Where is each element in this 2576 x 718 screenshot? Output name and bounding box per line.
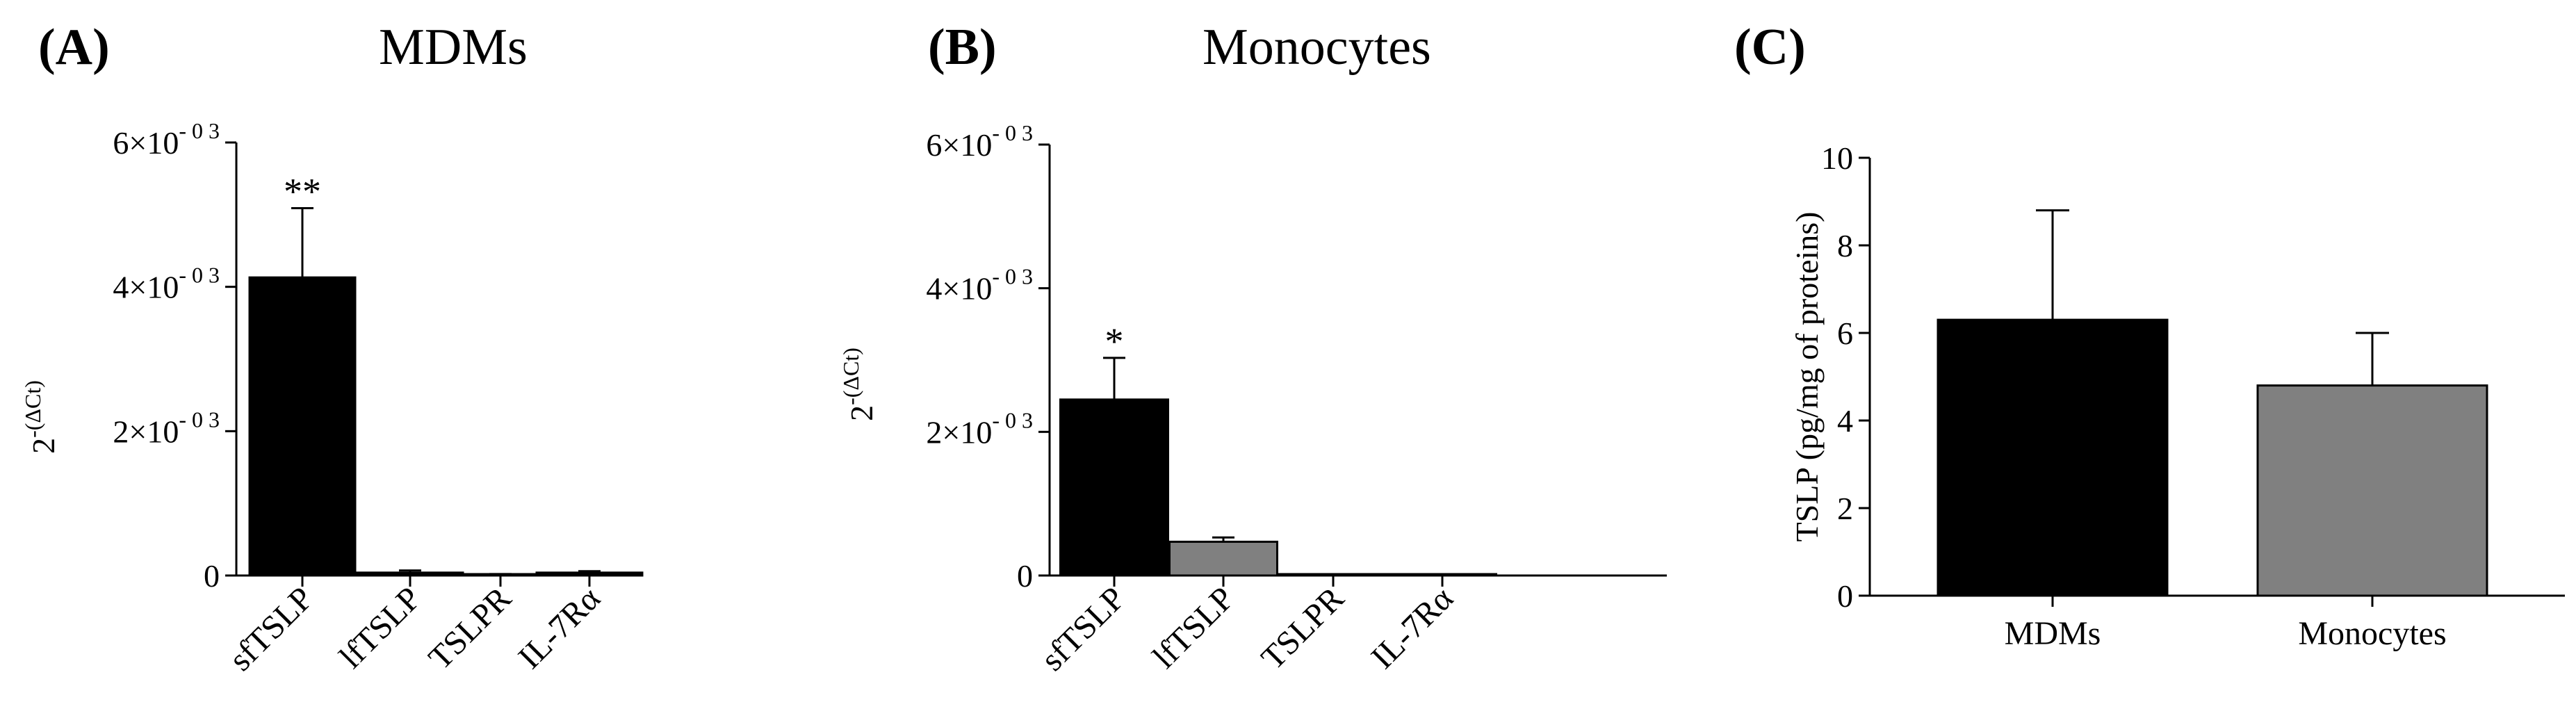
category-label: lfTSLP <box>332 580 427 675</box>
category-label: MDMs <box>2005 615 2101 652</box>
y-tick-mantissa: 0 <box>1837 578 1853 614</box>
y-tick-mantissa: 8 <box>1837 228 1853 263</box>
y-axis-label-text: TSLP (pg/mg of proteins) <box>1789 212 1825 542</box>
y-axis-label: 2-(ΔCt) <box>838 348 879 421</box>
y-tick-exponent: - 0 3 <box>992 120 1033 145</box>
y-tick-mantissa: 4 <box>1837 403 1853 439</box>
significance-marker: * <box>1105 320 1124 362</box>
y-tick-label: 4 <box>1837 403 1853 439</box>
y-tick-label: 8 <box>1837 228 1853 263</box>
y-tick-mantissa: 0 <box>1017 558 1033 594</box>
category-label: TSLPR <box>421 580 518 676</box>
chart-monocytes: 02×10- 0 34×10- 0 36×10- 0 32-(ΔCt)*sfTS… <box>838 120 1667 678</box>
category-label: Monocytes <box>2298 615 2446 652</box>
y-tick-label: 6×10- 0 3 <box>113 118 220 161</box>
category-label: TSLPR <box>1254 580 1351 676</box>
bar-sftslp <box>248 276 357 577</box>
y-tick-label: 6 <box>1837 316 1853 351</box>
y-axis-label-exponent: -(ΔCt) <box>838 348 863 405</box>
y-tick-mantissa: 6×10 <box>113 125 179 161</box>
y-axis-label-exponent: -(ΔCt) <box>20 380 45 438</box>
category-label: sfTSLP <box>1034 580 1132 678</box>
bar-il-7r- <box>535 571 644 577</box>
y-tick-mantissa: 6×10 <box>926 127 992 163</box>
panel-c-letter: (C) <box>1734 19 1806 76</box>
y-tick-mantissa: 6 <box>1837 316 1853 351</box>
y-tick-label: 6×10- 0 3 <box>926 120 1033 163</box>
y-tick-label: 10 <box>1821 140 1853 176</box>
category-label: lfTSLP <box>1146 580 1241 675</box>
y-axis-label: 2-(ΔCt) <box>20 380 61 454</box>
y-tick-mantissa: 10 <box>1821 140 1853 176</box>
y-tick-label: 2 <box>1837 491 1853 526</box>
chart-tslp-protein: 0 2 4 6 8 10 TSLP (pg/mg of proteins) MDMs Monoc… <box>1789 140 2565 652</box>
bar-mdms <box>1937 318 2169 597</box>
bar-sftslp <box>1059 398 1169 577</box>
significance-marker: ** <box>284 170 321 212</box>
panel-a-letter: (A) <box>38 19 110 76</box>
y-tick-mantissa: 2×10 <box>926 414 992 450</box>
panel-b-title: Monocytes <box>1203 19 1431 76</box>
bar-monocytes <box>2256 384 2488 597</box>
panel-a-title: MDMs <box>379 19 528 76</box>
y-tick-mantissa: 4×10 <box>113 270 179 305</box>
y-tick-mantissa: 0 <box>204 558 220 594</box>
y-tick-exponent: - 0 3 <box>992 264 1033 289</box>
panel-b-letter: (B) <box>928 19 997 76</box>
y-tick-mantissa: 4×10 <box>926 271 992 307</box>
category-label: sfTSLP <box>222 580 320 678</box>
y-tick-exponent: - 0 3 <box>179 263 220 288</box>
y-tick-label: 0 <box>1837 578 1853 614</box>
bar-lftslp <box>1168 540 1278 577</box>
y-tick-label: 2×10- 0 3 <box>926 407 1033 450</box>
y-tick-exponent: - 0 3 <box>179 407 220 432</box>
chart-mdms: 02×10- 0 34×10- 0 36×10- 0 32-(ΔCt)**sfT… <box>20 118 644 678</box>
y-tick-exponent: - 0 3 <box>179 118 220 143</box>
y-tick-exponent: - 0 3 <box>992 407 1033 432</box>
y-tick-label: 0 <box>1017 558 1033 594</box>
y-tick-label: 4×10- 0 3 <box>926 264 1033 307</box>
y-tick-label: 0 <box>204 558 220 594</box>
category-label: IL-7Rα <box>1364 580 1460 676</box>
y-tick-label: 2×10- 0 3 <box>113 407 220 449</box>
y-tick-mantissa: 2 <box>1837 491 1853 526</box>
y-axis-label-base: 2 <box>844 405 879 421</box>
y-axis-label: TSLP (pg/mg of proteins) <box>1789 212 1825 542</box>
category-label: IL-7Rα <box>512 580 608 676</box>
y-axis-label-base: 2 <box>26 438 61 454</box>
y-tick-label: 4×10- 0 3 <box>113 263 220 305</box>
y-tick-mantissa: 2×10 <box>113 414 179 449</box>
